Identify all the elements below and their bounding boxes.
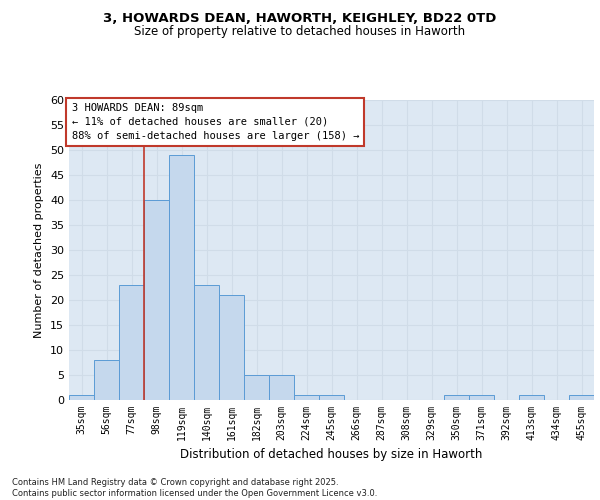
Bar xyxy=(319,395,344,400)
Bar xyxy=(469,395,494,400)
Bar xyxy=(519,395,544,400)
Bar xyxy=(94,360,119,400)
Bar xyxy=(144,200,169,400)
Bar xyxy=(169,155,194,400)
Text: 3, HOWARDS DEAN, HAWORTH, KEIGHLEY, BD22 0TD: 3, HOWARDS DEAN, HAWORTH, KEIGHLEY, BD22… xyxy=(103,12,497,26)
Text: 3 HOWARDS DEAN: 89sqm
← 11% of detached houses are smaller (20)
88% of semi-deta: 3 HOWARDS DEAN: 89sqm ← 11% of detached … xyxy=(71,103,359,141)
Bar xyxy=(219,295,244,400)
Bar xyxy=(244,375,269,400)
Bar xyxy=(119,285,144,400)
Bar xyxy=(269,375,294,400)
Bar xyxy=(194,285,219,400)
Bar xyxy=(444,395,469,400)
Y-axis label: Number of detached properties: Number of detached properties xyxy=(34,162,44,338)
Bar xyxy=(294,395,319,400)
Bar xyxy=(569,395,594,400)
Text: Contains HM Land Registry data © Crown copyright and database right 2025.
Contai: Contains HM Land Registry data © Crown c… xyxy=(12,478,377,498)
X-axis label: Distribution of detached houses by size in Haworth: Distribution of detached houses by size … xyxy=(181,448,482,462)
Bar xyxy=(69,395,94,400)
Text: Size of property relative to detached houses in Haworth: Size of property relative to detached ho… xyxy=(134,25,466,38)
